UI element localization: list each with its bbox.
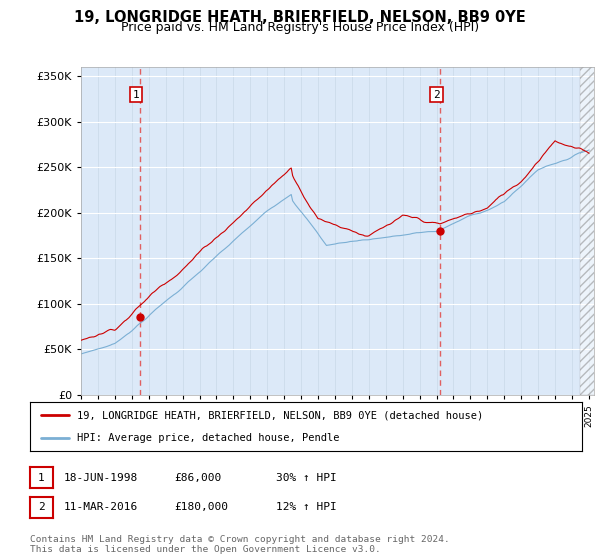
Text: 11-MAR-2016: 11-MAR-2016 <box>64 502 139 512</box>
Text: £86,000: £86,000 <box>174 473 221 483</box>
Text: £180,000: £180,000 <box>174 502 228 512</box>
Text: 1: 1 <box>133 90 140 100</box>
Text: 2: 2 <box>38 502 45 512</box>
Text: Price paid vs. HM Land Registry's House Price Index (HPI): Price paid vs. HM Land Registry's House … <box>121 21 479 34</box>
Text: 19, LONGRIDGE HEATH, BRIERFIELD, NELSON, BB9 0YE: 19, LONGRIDGE HEATH, BRIERFIELD, NELSON,… <box>74 10 526 25</box>
Text: HPI: Average price, detached house, Pendle: HPI: Average price, detached house, Pend… <box>77 433 340 444</box>
Bar <box>580 67 600 395</box>
Text: 2: 2 <box>433 90 440 100</box>
Text: 1: 1 <box>38 473 45 483</box>
Text: 18-JUN-1998: 18-JUN-1998 <box>64 473 139 483</box>
Text: 30% ↑ HPI: 30% ↑ HPI <box>276 473 337 483</box>
Text: 19, LONGRIDGE HEATH, BRIERFIELD, NELSON, BB9 0YE (detached house): 19, LONGRIDGE HEATH, BRIERFIELD, NELSON,… <box>77 410 483 421</box>
Text: 12% ↑ HPI: 12% ↑ HPI <box>276 502 337 512</box>
Text: Contains HM Land Registry data © Crown copyright and database right 2024.
This d: Contains HM Land Registry data © Crown c… <box>30 535 450 554</box>
